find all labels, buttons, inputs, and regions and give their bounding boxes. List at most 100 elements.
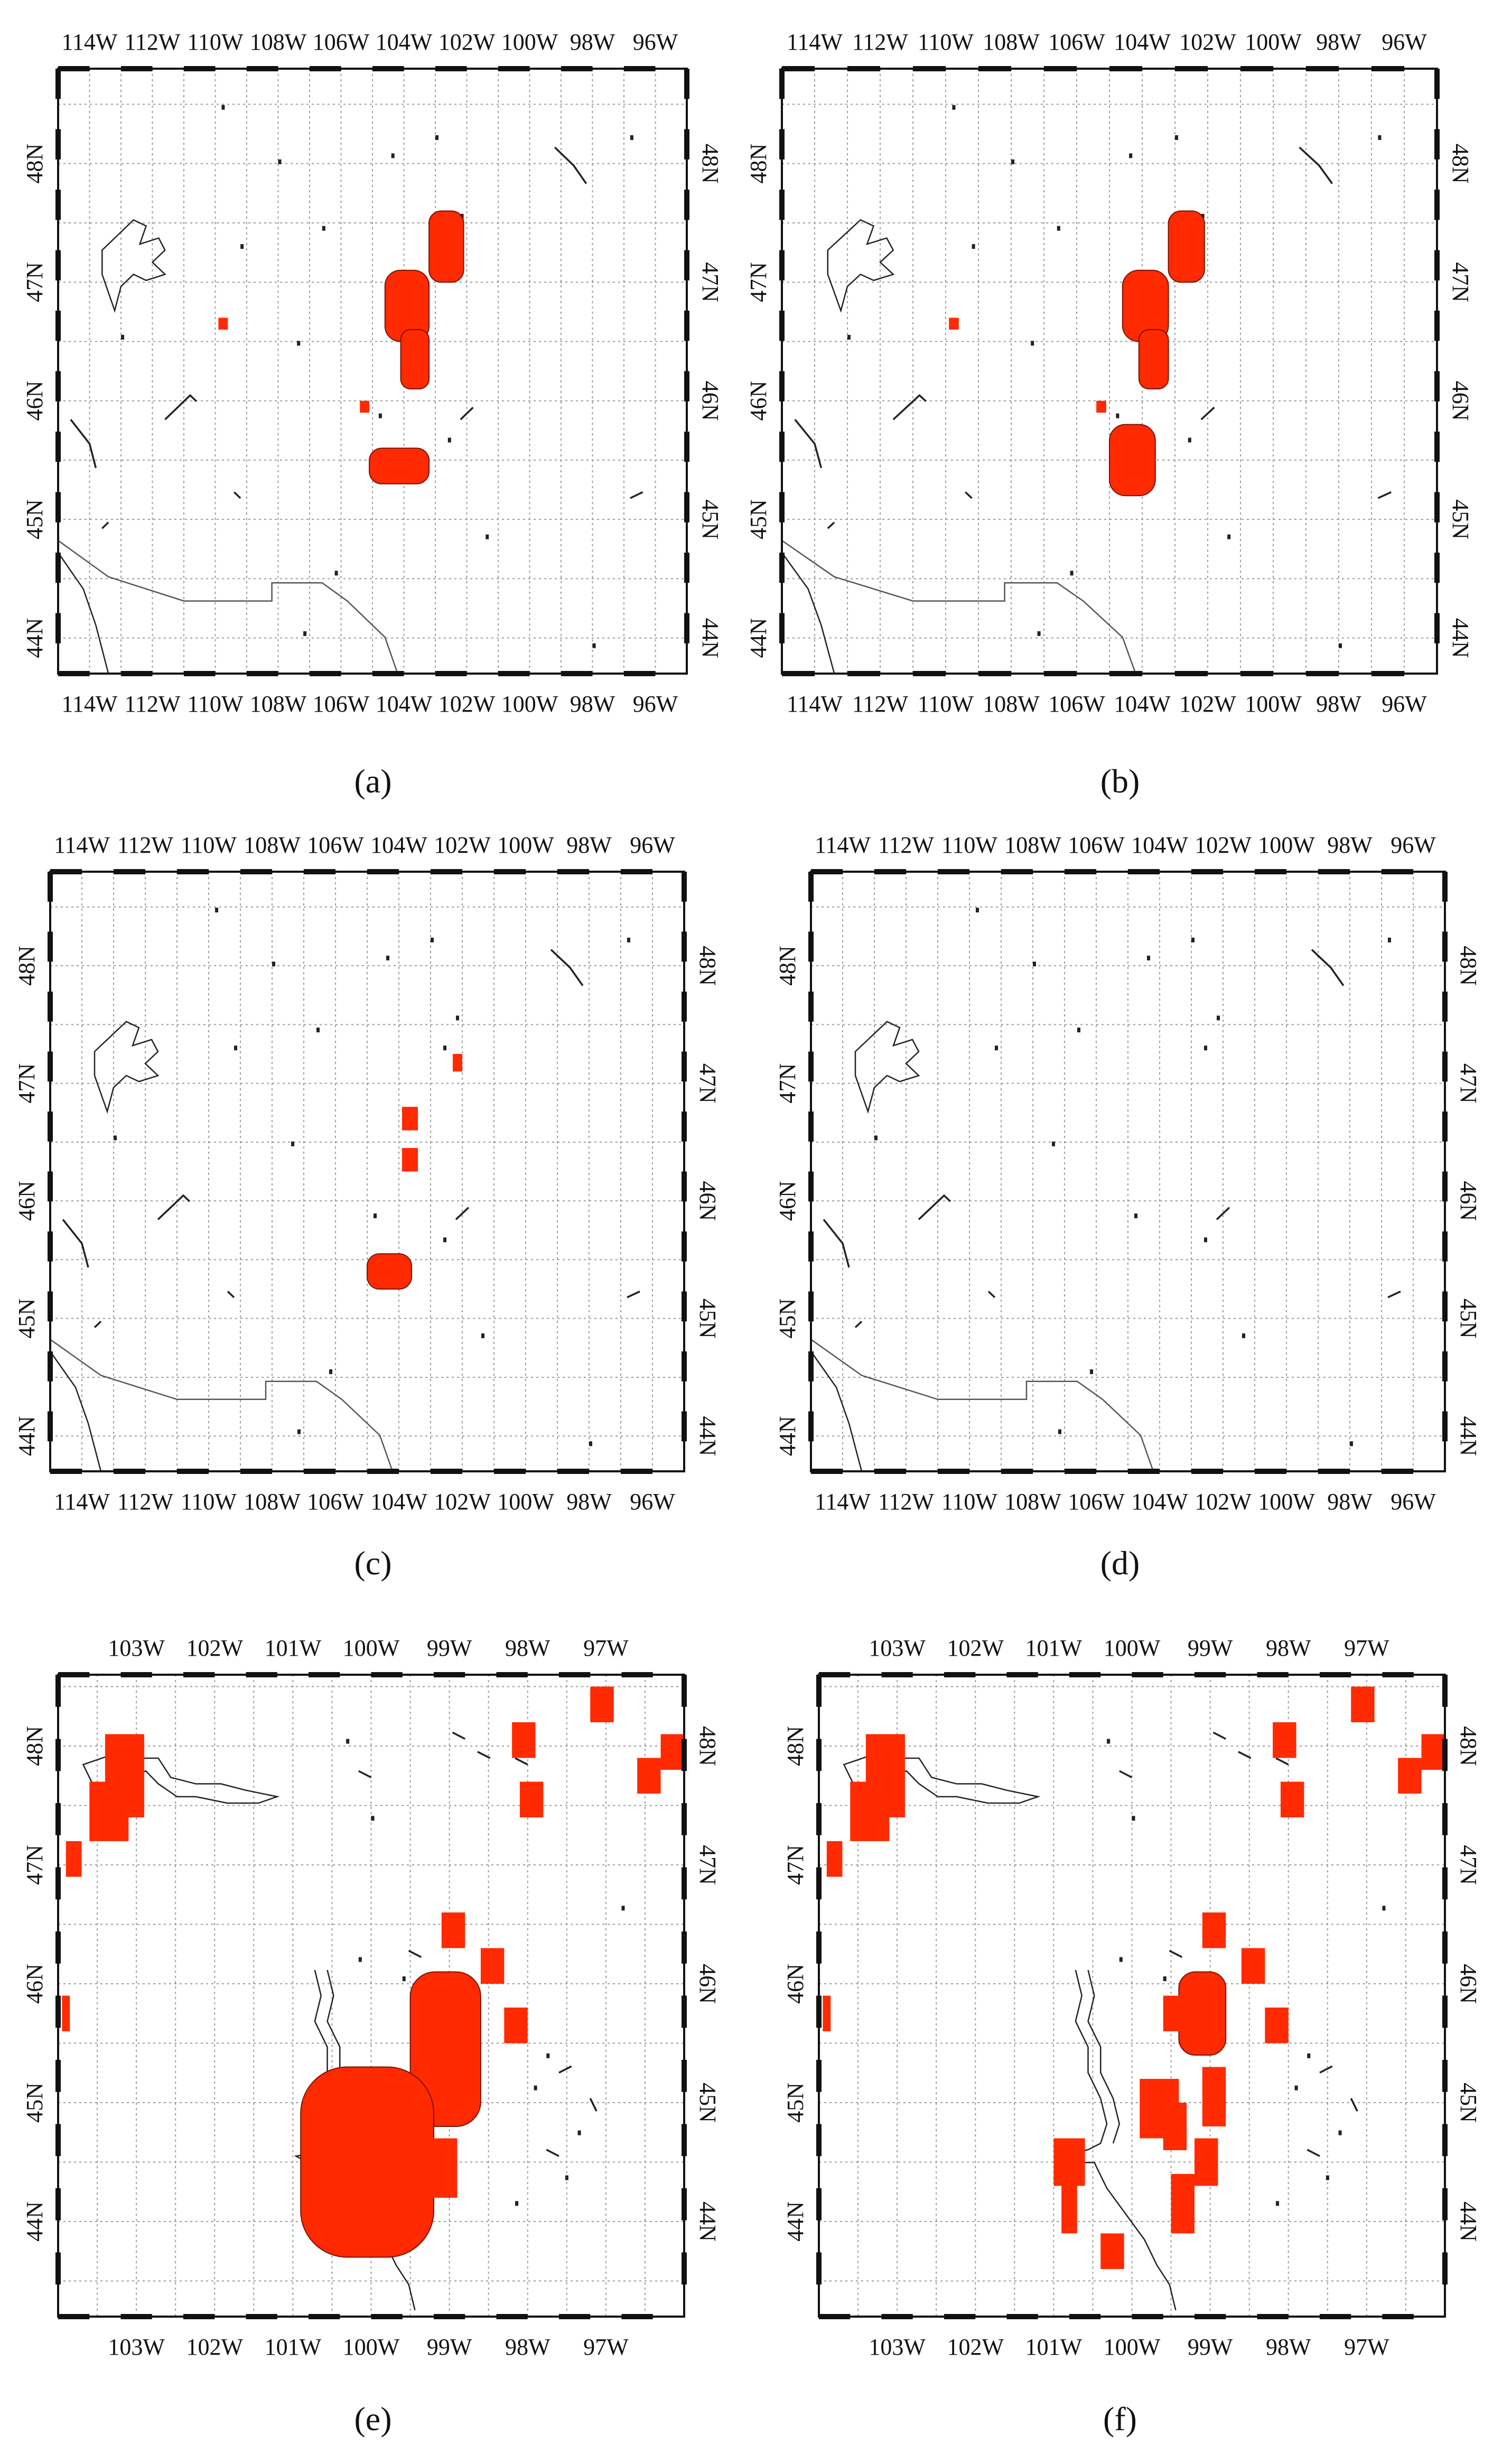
highlight-region xyxy=(1168,210,1205,283)
highlight-region xyxy=(428,210,464,283)
frame-tick xyxy=(816,1931,822,1964)
frame-tick xyxy=(684,613,689,643)
lon-label-top: 98W xyxy=(570,29,615,55)
lat-label-left: 45N xyxy=(775,1299,800,1339)
small-water-body xyxy=(1090,1369,1093,1375)
frame-tick xyxy=(682,1931,687,1964)
lat-label-left: 48N xyxy=(745,144,771,184)
small-water-body xyxy=(589,1441,592,1446)
lat-label-right: 46N xyxy=(695,1964,721,2004)
highlight-region xyxy=(1351,1686,1375,1722)
frame-tick xyxy=(874,1469,906,1474)
frame-tick xyxy=(310,66,341,71)
highlight-layer xyxy=(62,1686,684,2258)
frame-tick xyxy=(684,190,689,220)
small-water-body xyxy=(334,571,338,576)
frame-tick xyxy=(372,66,404,71)
lon-label-top: 98W xyxy=(1327,832,1373,858)
small-water-body xyxy=(234,1046,237,1051)
frame-tick xyxy=(621,2314,653,2319)
state-border xyxy=(50,1339,393,1471)
lon-label-top: 101W xyxy=(1025,1635,1083,1661)
small-water-body xyxy=(1011,159,1014,164)
frame-tick xyxy=(561,66,593,71)
frame-tick xyxy=(1069,2314,1101,2319)
lon-label-bottom: 110W xyxy=(918,691,974,717)
small-water-body xyxy=(297,341,301,346)
small-water-body xyxy=(1129,153,1133,158)
small-water-body xyxy=(1378,135,1382,140)
frame-tick xyxy=(1128,869,1160,874)
highlight-region xyxy=(1171,2174,1195,2234)
lon-label-top: 114W xyxy=(787,29,843,55)
map-background xyxy=(50,872,684,1471)
frame-tick xyxy=(808,992,814,1022)
small-water-body xyxy=(1163,1976,1167,1982)
frame-ticks xyxy=(816,1672,1448,2319)
lat-label-left: 46N xyxy=(782,1964,808,2004)
frame-tick xyxy=(944,1672,976,1677)
lake-outline xyxy=(95,1022,158,1112)
lat-label-left: 47N xyxy=(14,1063,40,1104)
frame-tick xyxy=(494,1469,526,1474)
frame-tick xyxy=(808,1171,814,1202)
small-water-body xyxy=(291,1141,294,1146)
frame-tick xyxy=(816,1675,822,1707)
frame-tick xyxy=(1191,869,1223,874)
frame-tick xyxy=(1434,553,1440,583)
lon-label-top: 112W xyxy=(852,29,908,55)
small-water-body xyxy=(431,937,434,942)
frame-tick xyxy=(184,671,216,676)
frame-tick xyxy=(1044,66,1077,71)
frame-tick xyxy=(1255,869,1286,874)
frame-tick xyxy=(1044,671,1077,676)
lon-label-top: 101W xyxy=(265,1635,322,1661)
lon-label-top: 106W xyxy=(1068,832,1125,858)
frame-tick xyxy=(779,69,785,99)
small-water-body xyxy=(453,1732,465,1739)
lon-label-top: 99W xyxy=(1188,1635,1233,1661)
frame-tick xyxy=(808,872,814,902)
small-water-body xyxy=(847,334,851,340)
lon-label-bottom: 112W xyxy=(125,691,181,717)
lon-label-top: 108W xyxy=(1004,832,1061,858)
frame-tick xyxy=(682,1112,687,1142)
frame-tick xyxy=(1442,1351,1448,1382)
frame-tick xyxy=(434,1672,465,1677)
lon-label-top: 98W xyxy=(505,1635,550,1661)
small-water-body xyxy=(478,1752,490,1758)
lon-label-bottom: 96W xyxy=(633,691,678,717)
panel-caption: (c) xyxy=(354,1544,391,1582)
lat-label-left: 46N xyxy=(22,1964,48,2004)
panel-caption: (a) xyxy=(354,762,391,800)
lake-outline xyxy=(828,220,893,311)
frame-tick xyxy=(304,1469,335,1474)
frame-tick xyxy=(55,1867,61,1900)
lon-label-bottom: 102W xyxy=(1195,1489,1252,1515)
small-water-body xyxy=(555,147,586,184)
lon-label-bottom: 112W xyxy=(852,691,908,717)
coastline xyxy=(811,1351,862,1471)
frame-ticks xyxy=(55,66,689,676)
highlight-region xyxy=(1280,1781,1304,1817)
frame-tick xyxy=(682,992,687,1022)
frame-tick xyxy=(847,66,880,71)
frame-tick xyxy=(1320,2314,1351,2319)
lon-label-bottom: 98W xyxy=(505,2334,550,2360)
frame-tick xyxy=(1382,869,1413,874)
map-panel-d: 114W 114W 112W 112W 110W 110W 108W 108W 106W 106W… xyxy=(775,832,1481,1582)
lat-label-right: 47N xyxy=(695,1063,721,1104)
small-water-body xyxy=(102,522,108,528)
frame-tick xyxy=(1132,2314,1163,2319)
highlight-region xyxy=(300,2066,434,2258)
lat-label-right: 48N xyxy=(697,144,723,184)
frame-tick xyxy=(48,1231,53,1262)
frame-tick xyxy=(247,66,278,71)
frame-tick xyxy=(240,1469,272,1474)
frame-tick xyxy=(811,1469,843,1474)
small-water-body xyxy=(1116,413,1119,418)
lon-label-bottom: 100W xyxy=(1258,1489,1315,1515)
highlight-region xyxy=(1273,1722,1296,1758)
lat-label-left: 45N xyxy=(782,2083,808,2123)
frame-tick xyxy=(246,1672,277,1677)
